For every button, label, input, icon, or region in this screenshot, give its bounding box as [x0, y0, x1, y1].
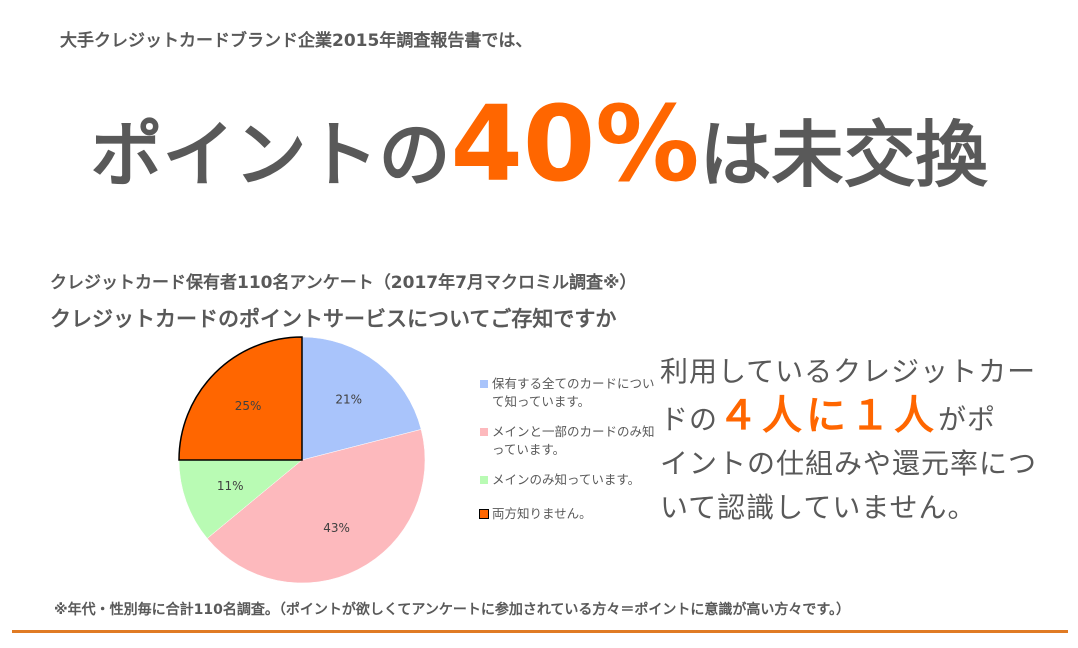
- legend-item-0: 保有する全てのカードについて知っています。: [480, 375, 655, 411]
- survey-question: クレジットカードのポイントサービスについてご存知ですか: [50, 307, 617, 331]
- pie-slice-0: [301, 336, 422, 461]
- bottom-divider: [12, 630, 1068, 633]
- legend-label-2: メインのみ知っています。: [492, 472, 641, 487]
- legend-swatch-3: [479, 509, 489, 519]
- legend-label-1: メインと一部のカードのみ知っています。: [492, 424, 655, 457]
- survey-title: クレジットカード保有者110名アンケート（2017年7月マクロミル調査※）: [50, 273, 637, 293]
- pie-slice-2: [178, 459, 303, 539]
- headline: ポイントの40%は未交換: [0, 92, 1078, 196]
- pie-label-1: 43%: [323, 521, 350, 535]
- legend-item-2: メインのみ知っています。: [480, 471, 655, 489]
- pie-label-3: 25%: [235, 399, 262, 413]
- callout-line-d: イントの仕組みや還元率につ: [660, 447, 1038, 480]
- pie-label-0: 21%: [335, 393, 362, 407]
- callout-line-c: がポ: [938, 403, 997, 436]
- legend-label-3: 両方知りません。: [492, 506, 592, 521]
- callout-emphasis: ４人に１人: [718, 393, 939, 439]
- legend-swatch-1: [480, 428, 488, 436]
- pie-slice-3: [178, 336, 303, 461]
- headline-highlight: 40%: [450, 83, 700, 205]
- callout-text: 利用しているクレジットカー ドの４人に１人がポ イントの仕組みや還元率につ いて…: [660, 350, 1060, 530]
- footnote: ※年代・性別毎に合計110名調査。（ポイントが欲しくてアンケートに参加されている…: [54, 602, 851, 618]
- headline-post: は未交換: [699, 113, 988, 197]
- callout-line-b: ドの: [660, 403, 719, 436]
- legend-swatch-0: [480, 380, 488, 388]
- callout-line-a: 利用しているクレジットカー: [660, 355, 1037, 388]
- legend-item-1: メインと一部のカードのみ知っています。: [480, 423, 655, 459]
- pie-slice-1: [206, 429, 426, 584]
- legend-swatch-2: [480, 476, 488, 484]
- legend-label-0: 保有する全てのカードについて知っています。: [492, 376, 655, 409]
- report-intro: 大手クレジットカードブランド企業2015年調査報告書では、: [60, 31, 533, 51]
- pie-chart: 21% 43% 11% 25%: [178, 336, 426, 584]
- chart-legend: 保有する全てのカードについて知っています。 メインと一部のカードのみ知っています。…: [479, 375, 655, 535]
- legend-item-3: 両方知りません。: [479, 505, 655, 523]
- pie-label-2: 11%: [217, 479, 244, 493]
- headline-pre: ポイントの: [90, 113, 451, 197]
- callout-line-e: いて認識していません。: [660, 491, 977, 524]
